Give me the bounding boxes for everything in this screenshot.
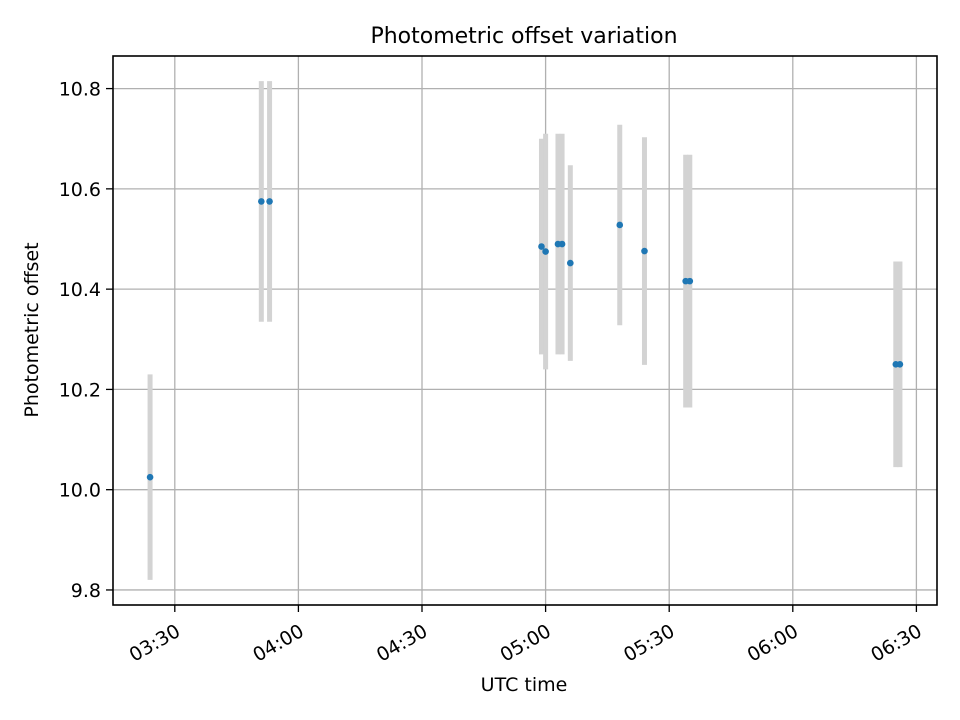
data-point [258,198,265,205]
y-tick-label: 10.6 [59,179,101,201]
y-tick-label: 10.0 [59,480,101,502]
data-point [266,198,273,205]
axis-ticks: 03:30 04:00 04:30 05:00 05:30 06:00 06:30 9.8 10… [59,79,926,667]
plot-frame [112,55,938,606]
chart-title: Photometric offset variation [370,24,677,49]
data-point [146,473,154,481]
data-point [896,361,904,368]
x-axis-label: UTC time [481,674,568,696]
data-point [542,248,549,255]
grid [113,56,937,605]
y-axis-label: Photometric offset [21,242,43,417]
x-tick-label: 06:30 [867,620,925,666]
data-point [558,240,566,248]
x-tick-label: 06:00 [744,620,802,666]
x-tick-label: 04:00 [249,620,307,666]
x-tick-label: 05:00 [496,620,554,666]
x-tick-label: 05:30 [620,620,678,666]
y-tick-label: 10.8 [59,79,101,101]
x-tick-label: 04:30 [373,620,431,666]
data-point [538,243,545,250]
data-point [616,221,624,229]
y-tick-label: 10.2 [59,379,101,401]
data-point [686,277,694,285]
data-points [146,198,904,481]
y-tick-label: 10.4 [59,279,101,301]
data-point [641,247,648,255]
data-point [567,259,574,267]
y-tick-label: 9.8 [71,580,101,602]
x-tick-label: 03:30 [126,620,184,666]
error-bars [147,81,903,580]
